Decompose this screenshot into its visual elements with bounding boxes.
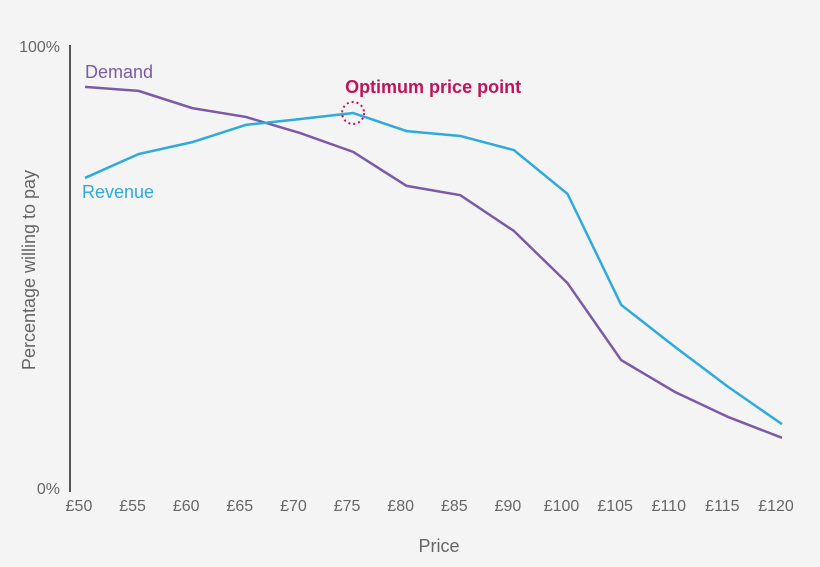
- x-tick-label: £60: [173, 498, 200, 515]
- x-axis-label: Price: [418, 536, 459, 556]
- x-tick-label: £65: [226, 498, 253, 515]
- x-tick-label: £70: [280, 498, 307, 515]
- y-axis-label: Percentage willing to pay: [19, 170, 39, 370]
- series-label: Revenue: [82, 182, 154, 202]
- y-tick-label: 0%: [37, 481, 60, 498]
- series-line: [84, 111, 783, 426]
- x-tick-label: £55: [119, 498, 146, 515]
- optimum-marker: [341, 100, 366, 125]
- x-tick-label: £90: [495, 498, 522, 515]
- x-tick-label: £50: [66, 498, 93, 515]
- series-line: [84, 85, 783, 440]
- x-tick-label: £75: [334, 498, 361, 515]
- x-tick-label: £110: [652, 498, 687, 515]
- x-tick-label: £105: [597, 498, 633, 515]
- x-tick-label: £80: [387, 498, 414, 515]
- x-tick-label: £100: [544, 498, 580, 515]
- y-tick-label: 100%: [19, 39, 60, 56]
- x-tick-label: £115: [705, 498, 740, 515]
- x-tick-label: £120: [758, 498, 794, 515]
- x-tick-label: £85: [441, 498, 468, 515]
- annotation: Optimum price point: [345, 77, 521, 97]
- series-label: Demand: [85, 62, 153, 82]
